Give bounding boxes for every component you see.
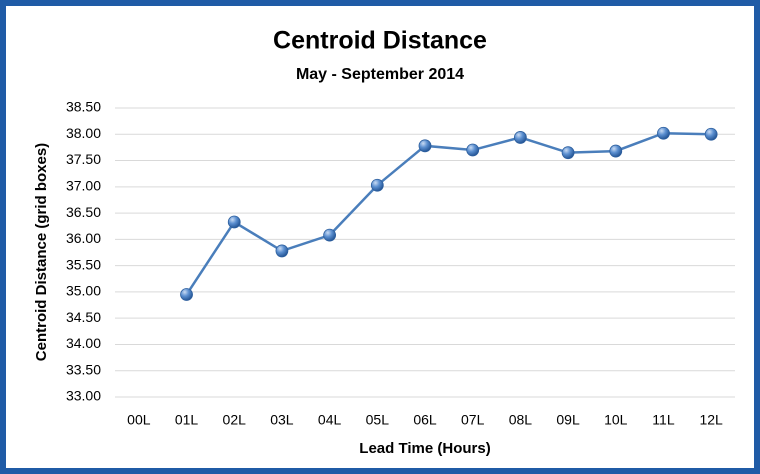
y-tick-label: 37.00 bbox=[66, 178, 101, 194]
chart-subtitle: May - September 2014 bbox=[296, 66, 464, 83]
marker bbox=[275, 244, 289, 258]
y-tick-label: 33.00 bbox=[66, 388, 101, 404]
y-tick-label: 38.50 bbox=[66, 99, 101, 115]
y-tick-label: 38.00 bbox=[66, 125, 101, 141]
marks bbox=[180, 126, 718, 301]
x-tick-label: 01L bbox=[175, 412, 199, 428]
x-tick-label: 09L bbox=[556, 412, 580, 428]
marker bbox=[657, 126, 670, 140]
marker bbox=[513, 131, 527, 144]
x-axis-label: Lead Time (Hours) bbox=[359, 440, 490, 457]
y-tick-label: 34.00 bbox=[66, 335, 101, 351]
marker bbox=[323, 228, 337, 242]
x-tick-label: 04L bbox=[318, 412, 342, 428]
x-tick-label: 11L bbox=[652, 412, 675, 428]
y-tick-label: 36.50 bbox=[66, 204, 101, 220]
marker bbox=[704, 127, 718, 141]
x-tick-label: 05L bbox=[366, 412, 390, 428]
y-tick-label: 35.50 bbox=[66, 256, 101, 272]
y-tick-label: 36.00 bbox=[66, 230, 101, 246]
x-tick-label: 12L bbox=[699, 412, 723, 428]
marker bbox=[418, 139, 432, 153]
x-tick-label: 02L bbox=[223, 412, 247, 428]
marker bbox=[227, 215, 241, 229]
y-tick-label: 35.00 bbox=[66, 283, 101, 299]
x-tick-label: 06L bbox=[413, 412, 437, 428]
x-tick-label: 10L bbox=[604, 412, 628, 428]
x-tick-label: 08L bbox=[509, 412, 533, 428]
y-tick-label: 33.50 bbox=[66, 361, 101, 377]
marker bbox=[370, 178, 384, 192]
y-tick-label: 37.50 bbox=[66, 151, 101, 167]
marker bbox=[466, 143, 480, 157]
y-axis-label: Centroid Distance (grid boxes) bbox=[33, 143, 50, 361]
x-tick-label: 03L bbox=[270, 412, 294, 428]
x-tick-label: 07L bbox=[461, 412, 485, 428]
x-tick-label: 00L bbox=[127, 412, 151, 428]
y-tick-label: 34.50 bbox=[66, 309, 101, 325]
line bbox=[185, 131, 712, 296]
marker bbox=[561, 146, 575, 160]
marker bbox=[180, 288, 193, 301]
grid: 33.00 33.50 34.00 34.50 35.00 35.50 36.00 36.50… bbox=[66, 99, 735, 428]
chart-title: Centroid Distance bbox=[273, 27, 487, 55]
marker bbox=[609, 144, 623, 158]
